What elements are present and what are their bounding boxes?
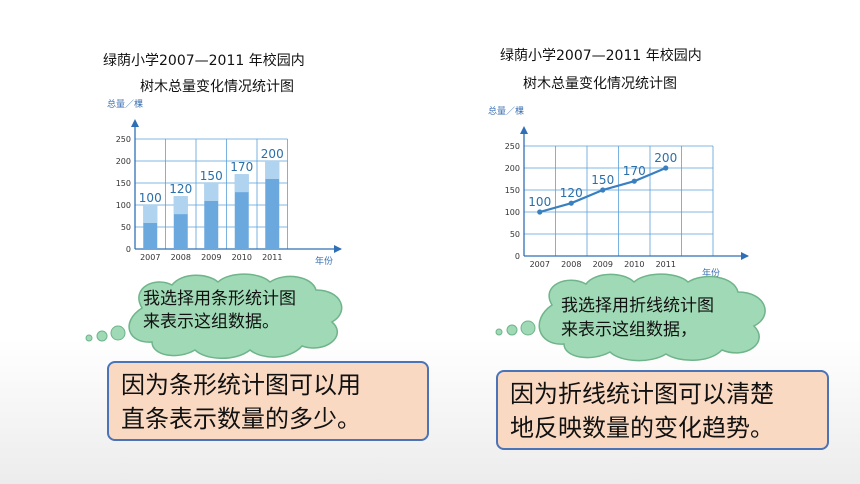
x-tick-label: 2009	[593, 260, 613, 269]
bar-chart-panel: 0 50 100 150 200 250 总量／棵年份 2007 2008 2009 2010 201…	[93, 94, 346, 269]
left-chart-title-line2: 树木总量变化情况统计图	[140, 79, 294, 95]
right-reason-line1: 因为折线统计图可以清楚	[510, 380, 774, 408]
x-tick-label: 2011	[262, 253, 282, 262]
line-point	[568, 200, 574, 206]
left-reason-box: 因为条形统计图可以用 直条表示数量的多少。	[107, 361, 429, 441]
x-axis-arrow	[741, 252, 749, 260]
thought-bubble-dot	[85, 334, 93, 342]
y-axis-label: 总量／棵	[488, 105, 524, 117]
y-tick-label: 150	[505, 186, 520, 195]
bar-highlight	[234, 174, 249, 193]
left-reason-line1: 因为条形统计图可以用	[121, 371, 361, 399]
y-tick-label: 250	[116, 135, 131, 144]
line-data-label: 200	[654, 151, 677, 165]
right-reason-box: 因为折线统计图可以清楚 地反映数量的变化趋势。	[496, 370, 829, 450]
line-data-label: 150	[591, 173, 614, 187]
x-tick-label: 2011	[656, 260, 676, 269]
y-tick-label: 250	[505, 142, 520, 151]
y-axis-arrow	[520, 126, 528, 134]
x-tick-label: 2010	[232, 253, 252, 262]
y-tick-label: 0	[515, 252, 520, 261]
x-tick-label: 2009	[201, 253, 221, 262]
left-chart-title-line1: 绿荫小学2007—2011 年校园内	[103, 53, 305, 69]
bar	[234, 174, 249, 249]
right-cloud-line1: 我选择用折线统计图	[561, 296, 714, 316]
bar-data-label: 150	[200, 169, 223, 183]
right-thought-cloud	[495, 273, 766, 362]
bar-highlight	[173, 196, 188, 215]
x-axis-arrow	[334, 245, 342, 253]
y-axis-arrow	[131, 119, 139, 127]
left-reason-line2: 直条表示数量的多少。	[121, 405, 361, 433]
x-tick-label: 2007	[140, 253, 160, 262]
y-tick-label: 200	[116, 157, 131, 166]
left-cloud-line1: 我选择用条形统计图	[143, 289, 296, 309]
y-tick-label: 50	[121, 223, 131, 232]
x-tick-label: 2008	[171, 253, 191, 262]
x-tick-label: 2007	[530, 260, 550, 269]
thought-bubble-dot	[506, 324, 518, 336]
right-chart-title-line2: 树木总量变化情况统计图	[523, 76, 677, 92]
thought-bubble-dot	[520, 320, 536, 336]
line-point	[663, 165, 669, 171]
line-point	[537, 209, 543, 215]
bar-chart: 0 50 100 150 200 250 总量／棵年份 2007 2008 2009 2010 201…	[107, 98, 342, 267]
y-tick-label: 100	[116, 201, 131, 210]
line-chart-panel: 0 50 100 150 200 250 总量／棵 年份 2007 2008 2009 2010 201…	[480, 97, 760, 283]
line-data-label: 170	[623, 164, 646, 178]
x-axis-label: 年份	[315, 255, 333, 267]
bar-highlight	[204, 183, 219, 201]
line-point	[600, 187, 606, 193]
right-chart-title-line1: 绿荫小学2007—2011 年校园内	[500, 48, 702, 64]
bar	[265, 161, 280, 249]
x-tick-label: 2008	[561, 260, 581, 269]
thought-bubble-dot	[495, 328, 503, 336]
y-tick-label: 50	[510, 230, 520, 239]
y-tick-label: 0	[126, 245, 131, 254]
left-thought-cloud	[85, 273, 343, 359]
y-axis-label: 总量／棵	[107, 98, 143, 110]
bar-highlight	[143, 205, 158, 223]
right-cloud-line2: 来表示这组数据，	[561, 320, 697, 340]
bar-data-label: 170	[230, 160, 253, 174]
cloud-shape	[538, 273, 766, 362]
bar-data-label: 120	[169, 182, 192, 196]
thought-bubble-dot	[110, 325, 126, 341]
bar-highlight	[265, 161, 280, 179]
line-data-label: 100	[528, 195, 551, 209]
bar-data-label: 200	[261, 147, 284, 161]
bar-data-label: 100	[139, 191, 162, 205]
y-tick-label: 100	[505, 208, 520, 217]
line-data-label: 120	[560, 186, 583, 200]
cloud-shape	[128, 273, 343, 359]
y-tick-label: 150	[116, 179, 131, 188]
x-tick-label: 2010	[624, 260, 644, 269]
line-point	[631, 178, 637, 184]
y-tick-label: 200	[505, 164, 520, 173]
left-cloud-line2: 来表示这组数据。	[143, 312, 279, 332]
right-reason-line2: 地反映数量的变化趋势。	[510, 414, 774, 442]
thought-bubble-dot	[96, 330, 108, 342]
